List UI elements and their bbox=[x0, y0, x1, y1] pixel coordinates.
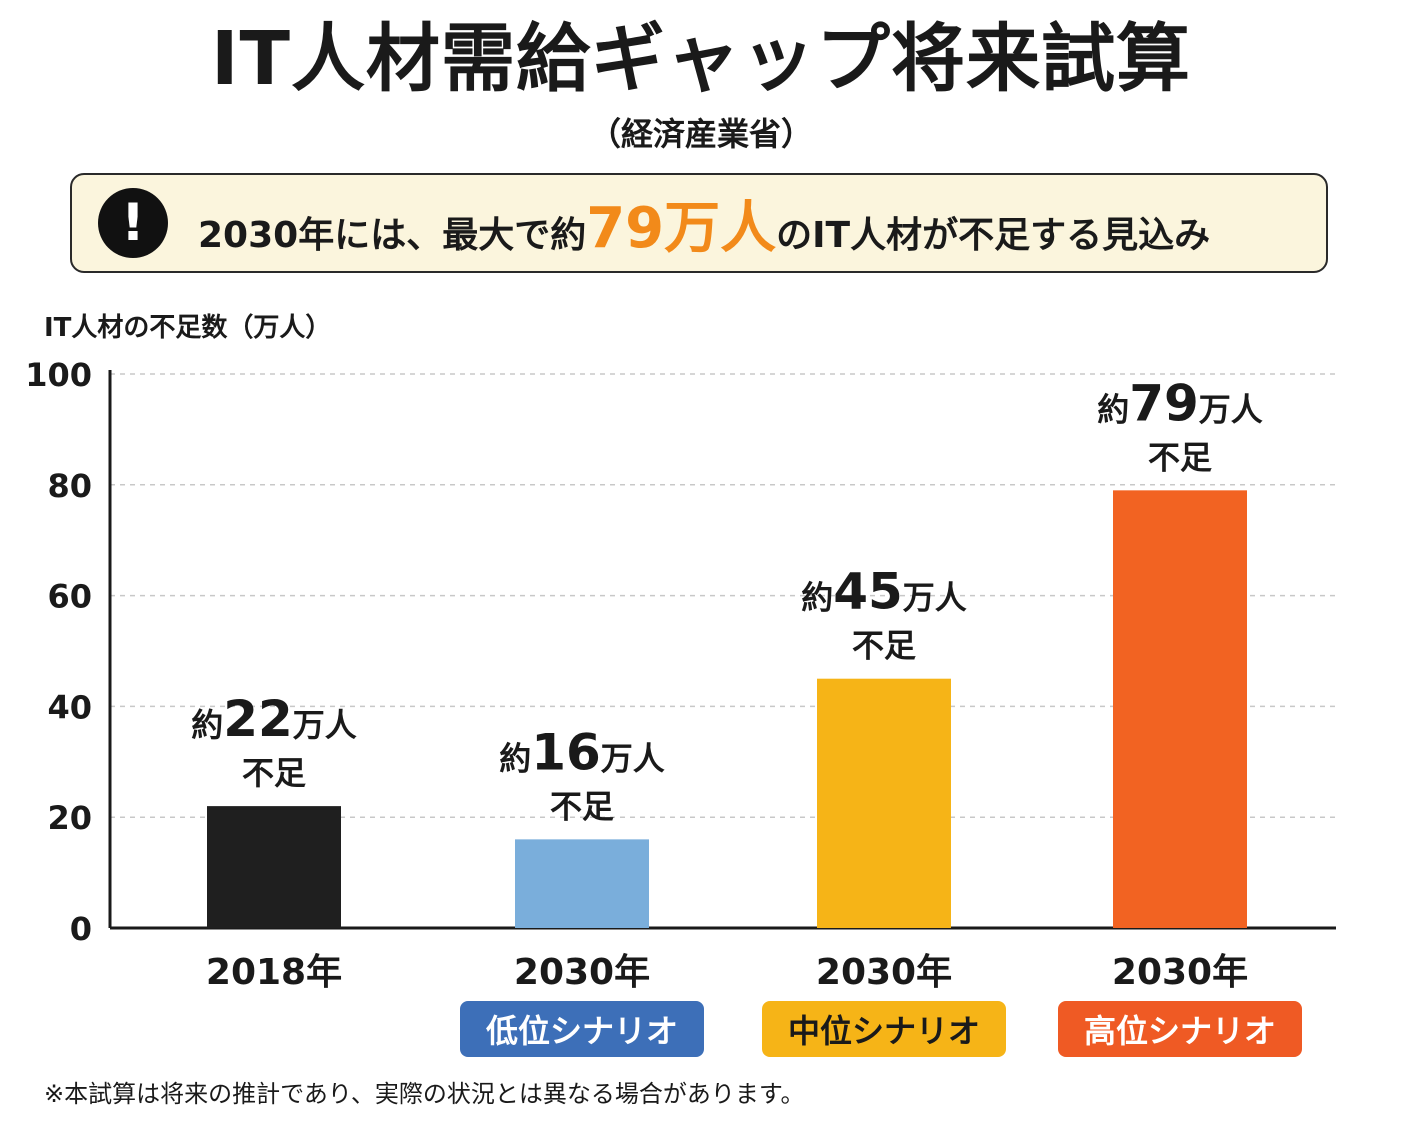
data-label: 約79万人 bbox=[1097, 374, 1263, 432]
data-label-part: 16 bbox=[531, 723, 601, 781]
data-label-shortage: 不足 bbox=[852, 627, 916, 665]
data-label-part: 約 bbox=[191, 706, 223, 744]
exclamation-icon: ! bbox=[98, 188, 168, 258]
x-category-label: 2030年 bbox=[514, 952, 650, 993]
x-category-label: 2018年 bbox=[206, 952, 342, 993]
callout-text-after: のIT人材が不足する見込み bbox=[776, 214, 1211, 256]
x-category-label: 2030年 bbox=[816, 952, 952, 993]
y-tick-label: 20 bbox=[47, 799, 92, 837]
callout-text-before: 2030年には、最大で約 bbox=[198, 214, 587, 256]
data-label-part: 万人 bbox=[601, 739, 665, 777]
data-label-shortage: 不足 bbox=[242, 754, 306, 792]
scenario-tag: 低位シナリオ bbox=[460, 1001, 704, 1057]
data-label-shortage: 不足 bbox=[1148, 438, 1212, 476]
data-label-part: 万人 bbox=[293, 706, 357, 744]
data-label-part: 万人 bbox=[903, 579, 967, 617]
data-label-part: 約 bbox=[1097, 390, 1129, 428]
scenario-tag: 高位シナリオ bbox=[1058, 1001, 1302, 1057]
data-label-part: 22 bbox=[223, 690, 293, 748]
page-subtitle: （経済産業省） bbox=[588, 115, 813, 153]
data-label-part: 約 bbox=[801, 579, 833, 617]
y-tick-label: 0 bbox=[70, 910, 92, 948]
data-label-part: 約 bbox=[499, 739, 531, 777]
callout-highlight: 79万人 bbox=[586, 195, 777, 261]
bar bbox=[1113, 490, 1247, 928]
bar bbox=[817, 678, 951, 928]
y-tick-label: 80 bbox=[47, 467, 92, 505]
data-label-shortage: 不足 bbox=[550, 787, 614, 825]
x-category-label: 2030年 bbox=[1112, 952, 1248, 993]
y-axis-label: IT人材の不足数（万人） bbox=[44, 313, 331, 343]
footnote: ※本試算は将来の推計であり、実際の状況とは異なる場合があります。 bbox=[44, 1080, 805, 1108]
data-label: 約16万人 bbox=[499, 723, 665, 781]
scenario-tag: 中位シナリオ bbox=[762, 1001, 1006, 1057]
y-tick-label: 60 bbox=[47, 578, 92, 616]
data-label: 約22万人 bbox=[191, 690, 357, 748]
bar bbox=[515, 839, 649, 928]
data-label-part: 45 bbox=[833, 563, 903, 621]
page-title: IT人材需給ギャップ将来試算 bbox=[210, 16, 1191, 102]
y-tick-label: 40 bbox=[47, 688, 92, 726]
bar bbox=[207, 806, 341, 928]
data-label: 約45万人 bbox=[801, 563, 967, 621]
key-finding-callout: ! 2030年には、最大で約79万人のIT人材が不足する見込み bbox=[70, 173, 1328, 273]
callout-message: 2030年には、最大で約79万人のIT人材が不足する見込み bbox=[198, 183, 1210, 264]
data-label-part: 万人 bbox=[1199, 390, 1263, 428]
y-tick-label: 100 bbox=[25, 356, 92, 394]
bar-chart: IT人材の不足数（万人）020406080100約22万人不足2018年実績約1… bbox=[25, 313, 1336, 993]
data-label-part: 79 bbox=[1129, 374, 1199, 432]
